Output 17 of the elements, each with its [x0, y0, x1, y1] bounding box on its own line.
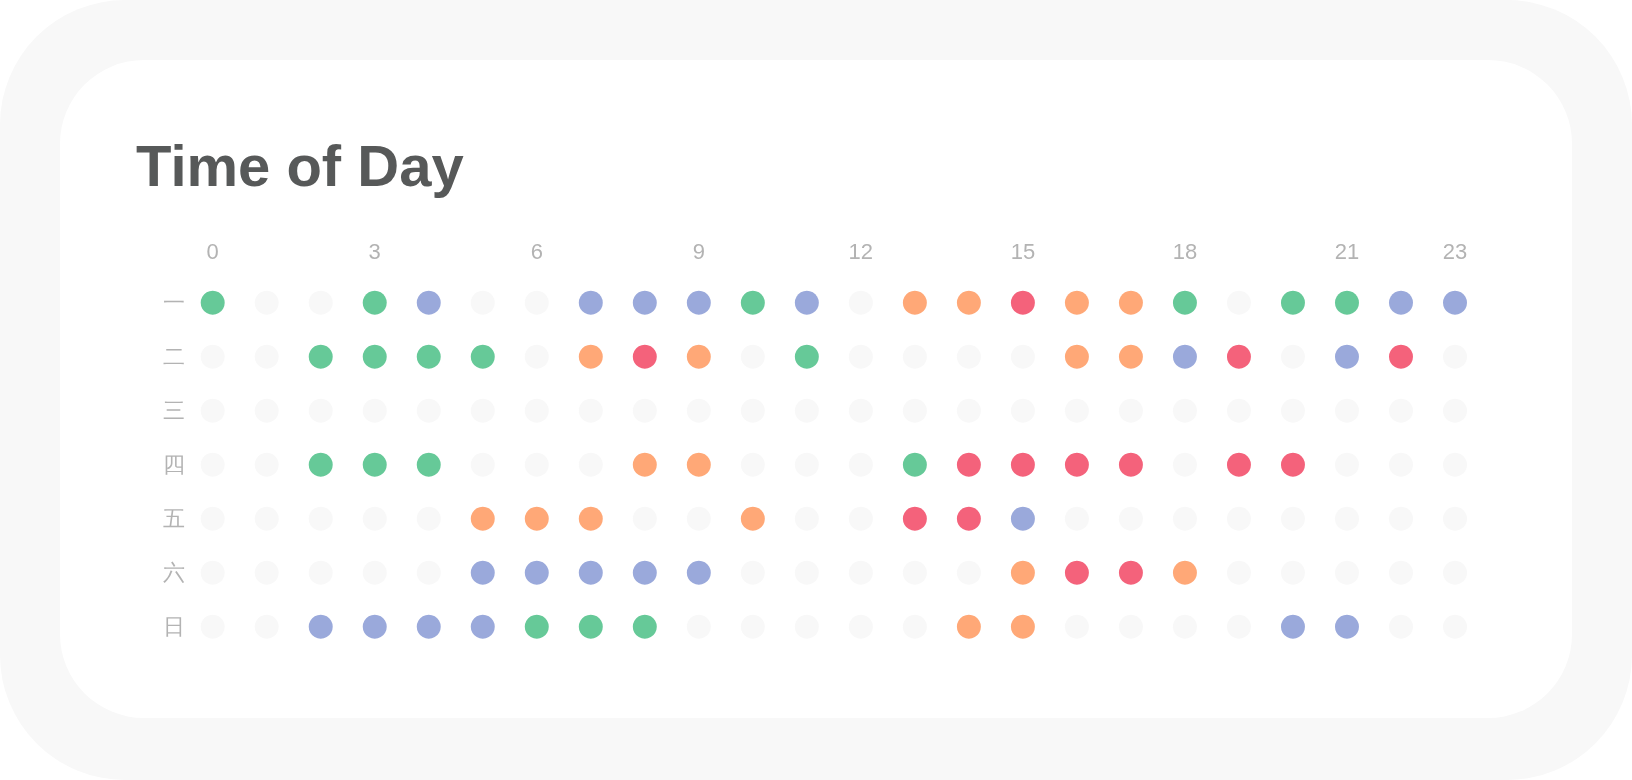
x-tick-label: 23 [1442, 239, 1468, 265]
y-tick-label: 四 [162, 452, 185, 478]
x-tick-label: 3 [368, 239, 381, 265]
x-tick-label: 0 [206, 239, 219, 265]
x-tick-label: 21 [1334, 239, 1360, 265]
chart-title: Time of Day [136, 132, 464, 198]
y-tick-label: 六 [162, 560, 185, 586]
x-tick-label: 6 [530, 239, 543, 265]
y-tick-label: 五 [162, 506, 185, 532]
x-tick-label: 15 [1010, 239, 1036, 265]
y-tick-label: 一 [162, 290, 185, 316]
x-tick-label: 9 [692, 239, 705, 265]
y-tick-label: 三 [162, 398, 185, 424]
y-tick-label: 日 [162, 614, 185, 640]
y-tick-label: 二 [162, 344, 185, 370]
x-tick-label: 12 [848, 239, 874, 265]
x-tick-label: 18 [1172, 239, 1198, 265]
